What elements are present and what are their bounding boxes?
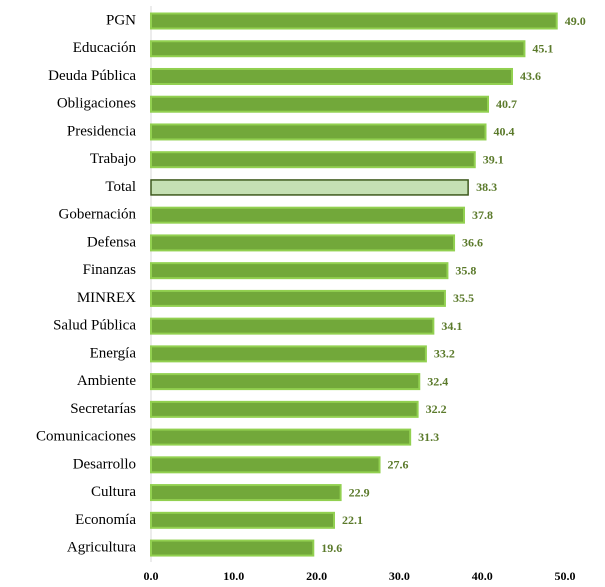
y-tick-label: Obligaciones bbox=[57, 96, 136, 112]
value-label: 40.7 bbox=[496, 97, 517, 111]
y-tick-label: Secretarías bbox=[70, 401, 136, 417]
value-label: 36.6 bbox=[462, 236, 483, 250]
y-tick-label: Finanzas bbox=[83, 262, 136, 278]
bar bbox=[150, 539, 315, 557]
bar bbox=[150, 400, 419, 418]
bar bbox=[150, 234, 456, 252]
bar bbox=[150, 206, 465, 224]
y-tick-label: Deuda Pública bbox=[48, 68, 136, 84]
y-tick-label: Educación bbox=[73, 40, 137, 56]
value-label: 38.3 bbox=[476, 180, 497, 194]
value-label: 34.1 bbox=[441, 319, 462, 333]
value-label: 19.6 bbox=[321, 541, 342, 555]
x-tick-label: 30.0 bbox=[389, 569, 410, 583]
bar bbox=[150, 95, 489, 113]
y-tick-label: MINREX bbox=[77, 290, 136, 306]
bar bbox=[150, 373, 421, 391]
value-label: 32.4 bbox=[427, 374, 448, 388]
y-tick-label: Agricultura bbox=[67, 539, 136, 555]
bar bbox=[150, 262, 449, 280]
value-label: 45.1 bbox=[532, 41, 553, 55]
bar bbox=[150, 151, 476, 169]
bar bbox=[150, 456, 381, 474]
bar bbox=[150, 123, 487, 141]
y-tick-label: Salud Pública bbox=[53, 318, 136, 334]
y-tick-label: Defensa bbox=[87, 234, 136, 250]
value-label: 33.2 bbox=[434, 347, 455, 361]
bar bbox=[150, 67, 514, 85]
x-tick-label: 10.0 bbox=[223, 569, 244, 583]
y-tick-label: Total bbox=[105, 179, 136, 195]
y-tick-label: Presidencia bbox=[67, 123, 136, 139]
bar bbox=[150, 12, 558, 30]
y-tick-label: Cultura bbox=[91, 484, 136, 500]
bar bbox=[150, 484, 342, 502]
x-tick-label: 40.0 bbox=[472, 569, 493, 583]
bar bbox=[150, 289, 446, 307]
y-tick-label: Energía bbox=[90, 345, 137, 361]
value-label: 22.9 bbox=[349, 485, 370, 499]
y-tick-label: Desarrollo bbox=[73, 456, 136, 472]
x-tick-label: 50.0 bbox=[555, 569, 576, 583]
y-tick-label: Comunicaciones bbox=[36, 429, 136, 445]
bar bbox=[150, 40, 526, 58]
value-label: 35.8 bbox=[455, 263, 476, 277]
bar bbox=[150, 511, 335, 529]
value-label: 35.5 bbox=[453, 291, 474, 305]
y-tick-label: Gobernación bbox=[59, 207, 137, 223]
value-label: 22.1 bbox=[342, 513, 363, 527]
value-label: 32.2 bbox=[426, 402, 447, 416]
y-tick-label: PGN bbox=[106, 12, 136, 28]
value-label: 49.0 bbox=[565, 14, 586, 28]
y-tick-label: Ambiente bbox=[77, 373, 136, 389]
x-tick-label: 20.0 bbox=[306, 569, 327, 583]
bar bbox=[150, 345, 427, 363]
value-label: 31.3 bbox=[418, 430, 439, 444]
value-label: 39.1 bbox=[483, 152, 504, 166]
bar bbox=[150, 317, 435, 335]
y-tick-label: Economía bbox=[75, 512, 136, 528]
x-tick-label: 0.0 bbox=[144, 569, 159, 583]
bar bbox=[150, 179, 469, 196]
value-label: 43.6 bbox=[520, 69, 541, 83]
y-tick-label: Trabajo bbox=[90, 151, 136, 167]
value-label: 37.8 bbox=[472, 208, 493, 222]
value-label: 27.6 bbox=[388, 458, 409, 472]
bar bbox=[150, 428, 412, 446]
value-label: 40.4 bbox=[494, 125, 515, 139]
